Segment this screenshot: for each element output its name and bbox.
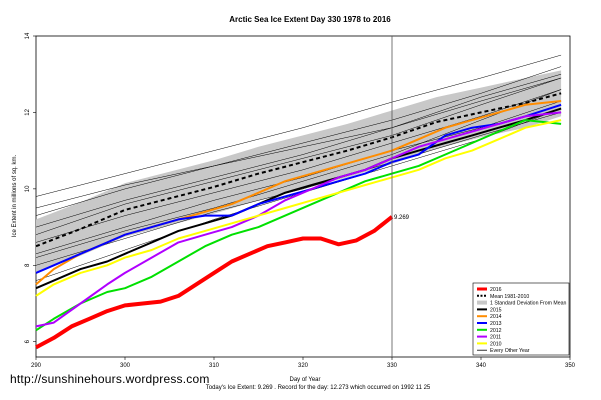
y-tick-label-6: 6	[25, 339, 31, 343]
legend-label-2014: 2014	[490, 314, 502, 320]
x-tick-label-290: 290	[31, 363, 42, 369]
legend-box	[472, 282, 570, 356]
subtitle: Today's Ice Extent: 9.269 . Record for t…	[206, 385, 431, 391]
legend-label-band: 1 Standard Deviation From Mean	[490, 301, 567, 307]
x-tick-label-320: 320	[298, 363, 309, 369]
x-tick-label-350: 350	[565, 363, 576, 369]
y-tick-label-8: 8	[25, 263, 31, 267]
every-other-year-lines	[35, 54, 562, 281]
other-year-line-1996	[35, 89, 562, 243]
mean-line	[35, 92, 562, 248]
legend-label-mean: Mean 1981-2010	[490, 294, 529, 300]
other-year-line-1988	[35, 66, 562, 216]
legend-label-other: Every Other Year	[490, 348, 530, 354]
legend-label-2016: 2016	[490, 287, 502, 293]
y-axis-label: Ice Extent in millions of sq. km.	[12, 154, 18, 237]
other-year-line-2000	[35, 100, 562, 255]
y-tick-label-14: 14	[25, 32, 31, 39]
series-line-2015	[35, 107, 562, 290]
x-tick-label-310: 310	[209, 363, 220, 369]
series-line-2012	[35, 119, 562, 332]
other-year-line-1986	[35, 77, 562, 235]
legend-label-2013: 2013	[490, 321, 502, 327]
axis-ticks: 290 300 310 320 330 340 350 6 8 10 12 14	[25, 32, 576, 369]
series-line-2010	[35, 119, 562, 297]
series-line-2011	[35, 111, 562, 328]
series-line-2016	[35, 215, 394, 350]
chart-title: Arctic Sea Ice Extent Day 330 1978 to 20…	[229, 15, 391, 24]
x-tick-label-300: 300	[120, 363, 131, 369]
other-year-line-1992	[35, 54, 562, 197]
legend-label-2011: 2011	[490, 335, 501, 341]
y-tick-label-10: 10	[25, 185, 31, 192]
x-tick-label-340: 340	[476, 363, 487, 369]
legend-label-2015: 2015	[490, 307, 502, 313]
year-series	[35, 100, 562, 350]
other-year-line-1982	[35, 73, 562, 228]
watermark-url: http://sunshinehours.wordpress.com	[10, 372, 210, 386]
other-year-line-1994	[35, 77, 562, 209]
x-axis-label: Day of Year	[289, 377, 320, 383]
other-year-line-2004	[35, 112, 562, 266]
end-value-label: 9.269	[394, 215, 410, 221]
legend-label-2010: 2010	[490, 341, 502, 347]
legend-swatch-band	[477, 300, 487, 305]
legend-label-2012: 2012	[490, 328, 502, 334]
other-year-line-1990	[35, 89, 562, 258]
mean-line-path	[35, 92, 562, 248]
series-line-2013	[35, 103, 562, 274]
x-tick-label-330: 330	[387, 363, 398, 369]
y-tick-label-12: 12	[25, 108, 31, 115]
